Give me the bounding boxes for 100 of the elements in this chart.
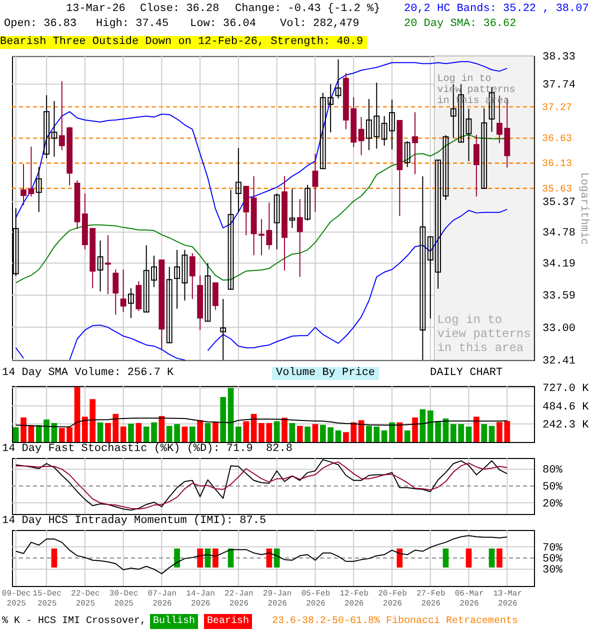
y-tick-label: 33.59 — [542, 290, 576, 303]
y-tick-label: 727.0 K — [542, 383, 590, 396]
ref-line-label: 36.63 — [542, 134, 572, 146]
text: Volume By Price — [272, 367, 380, 380]
candlestick — [174, 249, 180, 310]
candlestick — [473, 134, 480, 198]
text: 20 Day SMA: 36.62 — [404, 18, 516, 30]
bar — [481, 424, 488, 442]
candlestick — [358, 116, 364, 156]
bar — [404, 430, 410, 442]
y-tick-label: 35.37 — [542, 197, 576, 210]
text: Open: 36.83 — [4, 18, 77, 30]
x-tick-label: 07-Jan 2026 — [148, 590, 177, 608]
bar — [136, 423, 142, 442]
y-tick-label: 37.74 — [542, 80, 576, 92]
text: DAILY CHART — [430, 367, 503, 380]
bar — [442, 418, 449, 442]
text: 23.6-38.2-50-61.8% Fibonacci Retracements — [272, 614, 518, 629]
x-tick-label: 09-Dec 2025 — [2, 590, 31, 608]
ref-line-label: 35.63 — [542, 184, 572, 196]
bar — [474, 416, 480, 442]
candlestick — [212, 282, 218, 310]
candlestick — [97, 240, 104, 292]
legend-title: % K - HCS IMI Crossover, — [2, 615, 146, 629]
chart-title: 14 Day Fast Stochastic (%K) (%D): 71.9 82.8 — [2, 443, 292, 456]
line-series — [15, 418, 508, 428]
x-tick-label: 05-Feb 2026 — [301, 590, 330, 608]
candlestick — [228, 189, 234, 290]
bar — [128, 424, 134, 442]
bar — [412, 417, 418, 442]
bar — [312, 424, 318, 442]
candlestick — [136, 280, 142, 312]
bar — [358, 420, 364, 442]
bar — [389, 422, 395, 442]
bar — [289, 423, 296, 442]
candlestick — [112, 268, 119, 316]
candlestick — [44, 94, 50, 159]
candlestick — [182, 249, 188, 302]
y-tick-label: 32.41 — [542, 356, 576, 368]
candlestick — [236, 148, 242, 212]
text: Change: -0.43 {-1.2 %} — [235, 3, 380, 15]
bar — [236, 426, 242, 442]
bar — [182, 426, 188, 442]
candlestick — [36, 166, 42, 212]
candlestick — [481, 108, 488, 189]
bar — [97, 422, 104, 442]
bar — [335, 430, 342, 442]
candlestick — [442, 134, 449, 201]
candlestick — [335, 58, 342, 100]
candlestick — [105, 234, 111, 295]
text: Bullish — [150, 614, 198, 629]
y-tick-label: 80% — [542, 464, 563, 477]
bar — [250, 414, 257, 442]
bar — [74, 387, 80, 442]
x-tick-label: 20-Feb 2026 — [378, 590, 408, 608]
bar — [228, 388, 234, 442]
x-tick-label: 22-Dec 2025 — [71, 590, 100, 608]
candlestick — [289, 188, 296, 228]
candlestick — [304, 184, 310, 222]
candlestick — [204, 262, 211, 322]
y-tick-label: 242.3 K — [542, 419, 590, 432]
line-series — [15, 535, 508, 574]
ref-line-label: 37.27 — [542, 102, 572, 114]
y-tick-label: 70% — [542, 542, 563, 554]
y-tick-label: 33.00 — [542, 322, 576, 335]
x-tick-label: 29-Jan 2026 — [262, 590, 292, 608]
bar — [466, 426, 472, 442]
x-tick-label: 13-Mar 2026 — [493, 590, 522, 608]
x-tick-label: 30-Dec 2025 — [109, 590, 138, 608]
candlestick — [128, 288, 134, 318]
bar — [282, 418, 288, 442]
bar — [189, 426, 196, 442]
bar — [274, 421, 280, 442]
bar — [243, 421, 250, 442]
candlestick — [404, 140, 410, 168]
text: 13-Mar-26 — [66, 3, 126, 15]
candlestick — [166, 266, 172, 344]
x-tick-label: 15-Dec 2025 — [32, 590, 62, 608]
chart-title: 14 Day HCS Intraday Momentum (IMI): 87.5 — [2, 515, 266, 528]
bar — [20, 417, 26, 442]
y-tick-label: 20% — [542, 498, 563, 510]
y-tick-label: 30% — [542, 564, 563, 577]
candlestick — [412, 112, 418, 175]
y-tick-label: 38.33 — [542, 52, 576, 64]
candlestick — [189, 252, 196, 300]
ref-line-label: 36.13 — [542, 159, 572, 170]
bar — [120, 426, 126, 442]
bar — [396, 422, 403, 442]
y-tick-label: 484.6 K — [542, 401, 590, 414]
text: Close: 36.28 — [140, 3, 220, 15]
text: Low: 36.04 — [190, 18, 256, 30]
bar — [12, 427, 19, 442]
bar — [420, 409, 426, 442]
bar — [204, 423, 211, 442]
text: Bearish — [204, 614, 252, 629]
chart-title: Bearish Three Outside Down on 12-Feb-26, Strength: 40.9 — [0, 36, 368, 49]
y-tick-label: 50% — [542, 482, 563, 494]
candlestick — [120, 268, 126, 312]
bar — [488, 426, 495, 442]
y-tick-label: 50% — [542, 554, 563, 566]
